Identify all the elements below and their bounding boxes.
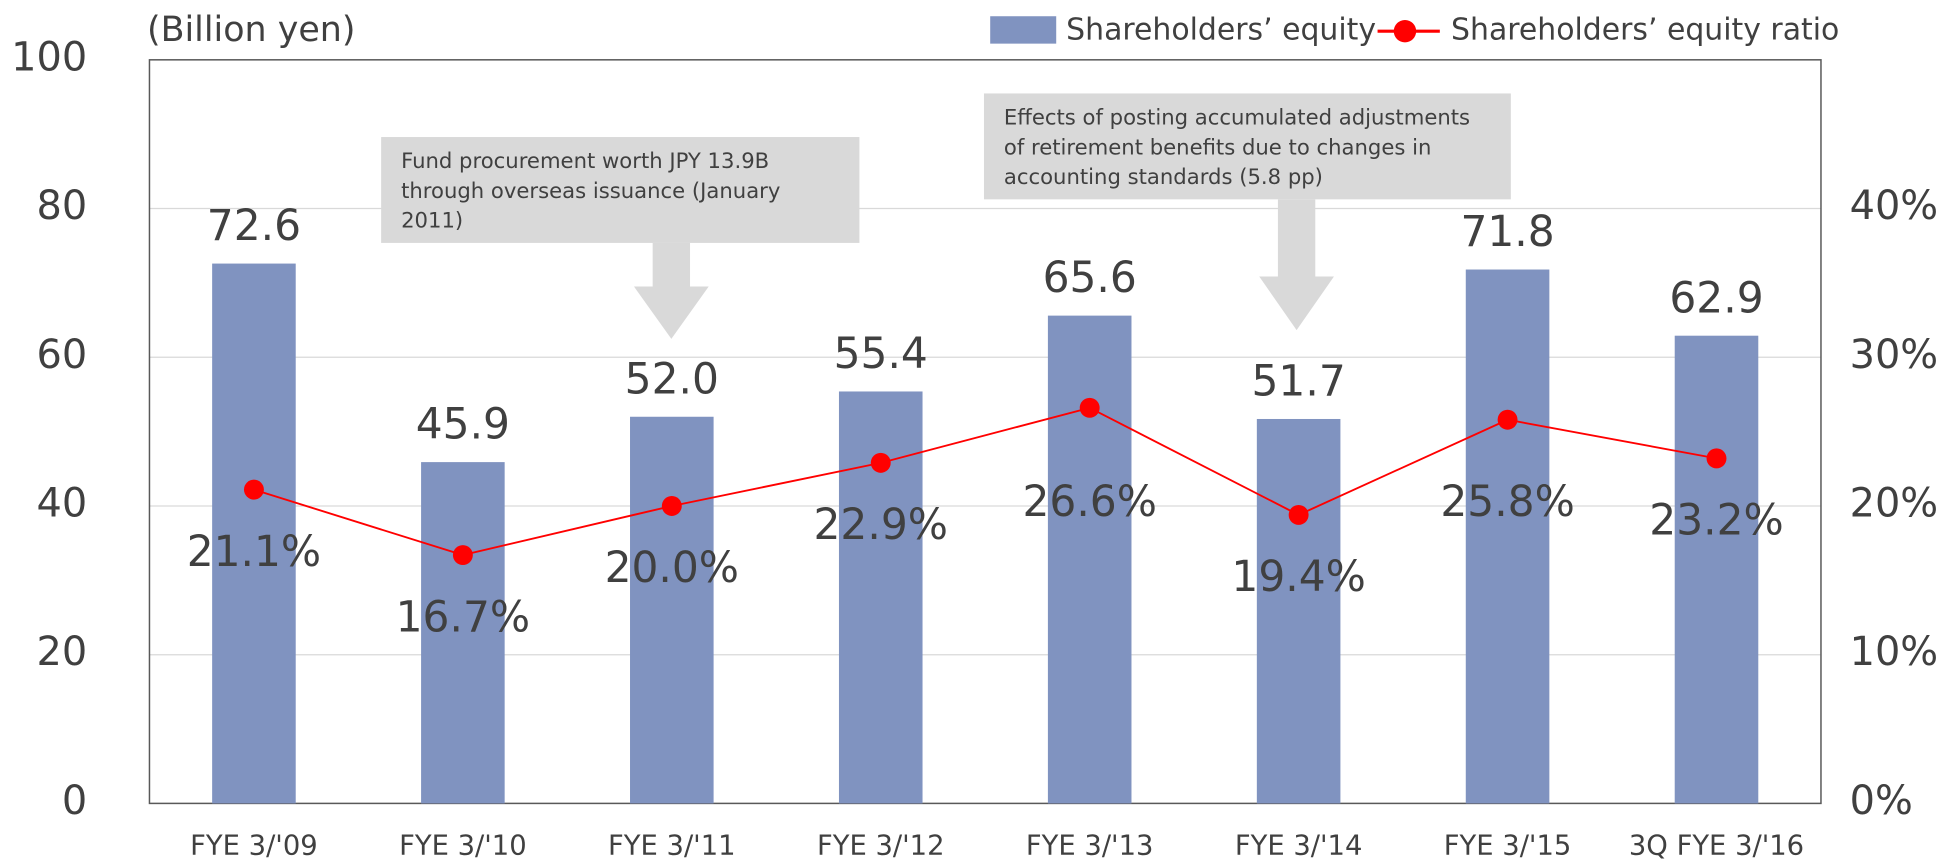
x-tick-label: FYE 3/'15: [1444, 831, 1572, 862]
y-tick-label: 20: [36, 629, 87, 675]
line-point: [1079, 397, 1100, 418]
legend-marker: [1393, 19, 1417, 43]
y2-tick-label: 20%: [1850, 480, 1939, 526]
y-tick-label: 0: [62, 778, 87, 824]
annotation-text: Effects of posting accumulated adjustmen…: [1004, 104, 1470, 129]
annotation-text: 2011): [401, 208, 463, 233]
annotation-text: of retirement benefits due to changes in: [1004, 134, 1432, 159]
line-point: [870, 452, 891, 473]
y2-tick-label: 10%: [1850, 629, 1939, 675]
annotation-box: [983, 93, 1511, 200]
line-value-label: 16.7%: [396, 592, 530, 641]
line-point: [243, 479, 264, 500]
bar-value-label: 62.9: [1669, 273, 1763, 322]
bar-value-label: 45.9: [416, 400, 510, 449]
annotation-arrow: [1259, 199, 1334, 331]
x-tick-label: FYE 3/'11: [608, 831, 736, 862]
legend-label: Shareholders’ equity ratio: [1451, 13, 1839, 48]
line-value-label: 26.6%: [1022, 477, 1156, 526]
line-value-label: 20.0%: [605, 543, 739, 592]
line-value-label: 22.9%: [814, 500, 948, 549]
bar: [1047, 315, 1132, 804]
bar: [1674, 335, 1759, 804]
line-point: [661, 496, 682, 516]
annotation-text: through overseas issuance (January: [401, 178, 780, 203]
y-tick-label: 60: [36, 332, 87, 378]
x-tick-label: FYE 3/'10: [399, 831, 527, 862]
line-point: [1706, 448, 1727, 469]
y-tick-label: 80: [36, 183, 87, 229]
x-tick-label: FYE 3/'09: [190, 831, 318, 862]
y-axis-label: (Billion yen): [147, 10, 356, 50]
bar-value-label: 51.7: [1252, 357, 1346, 406]
bar: [1256, 418, 1341, 804]
bar: [421, 462, 505, 804]
line-value-label: 21.1%: [187, 527, 321, 576]
x-tick-label: FYE 3/'12: [817, 831, 945, 862]
bar: [1465, 269, 1550, 804]
line-value-label: 19.4%: [1231, 552, 1365, 601]
legend-swatch: [990, 16, 1057, 44]
y-tick-label: 40: [36, 480, 87, 526]
line-point: [452, 545, 473, 566]
line-value-label: 25.8%: [1440, 477, 1574, 526]
y2-tick-label: 30%: [1850, 332, 1939, 378]
line: [253, 406, 1717, 557]
annotation-text: Fund procurement worth JPY 13.9B: [401, 148, 769, 173]
x-tick-label: 3Q FYE 3/'16: [1629, 831, 1804, 862]
annotation-text: accounting standards (5.8 pp): [1004, 164, 1323, 189]
plot-frame: [148, 59, 1822, 805]
bar-value-label: 71.8: [1460, 207, 1554, 256]
bar: [630, 416, 714, 804]
line-value-label: 23.2%: [1649, 496, 1783, 545]
bar: [212, 263, 296, 804]
y-tick-label: 100: [11, 34, 87, 80]
y2-tick-label: 40%: [1850, 183, 1939, 229]
bar-value-label: 65.6: [1043, 253, 1137, 302]
y2-tick-label: 0%: [1850, 778, 1913, 824]
x-tick-label: FYE 3/'14: [1235, 831, 1363, 862]
annotation-arrow: [633, 242, 709, 339]
bar-value-label: 55.4: [834, 329, 928, 378]
legend-label: Shareholders’ equity: [1066, 13, 1376, 48]
line-point: [1288, 504, 1309, 525]
x-tick-label: FYE 3/'13: [1026, 831, 1154, 862]
bar-value-label: 52.0: [625, 354, 719, 403]
bar-value-label: 72.6: [207, 201, 301, 250]
line-point: [1497, 409, 1518, 430]
annotation-box: [381, 137, 860, 243]
